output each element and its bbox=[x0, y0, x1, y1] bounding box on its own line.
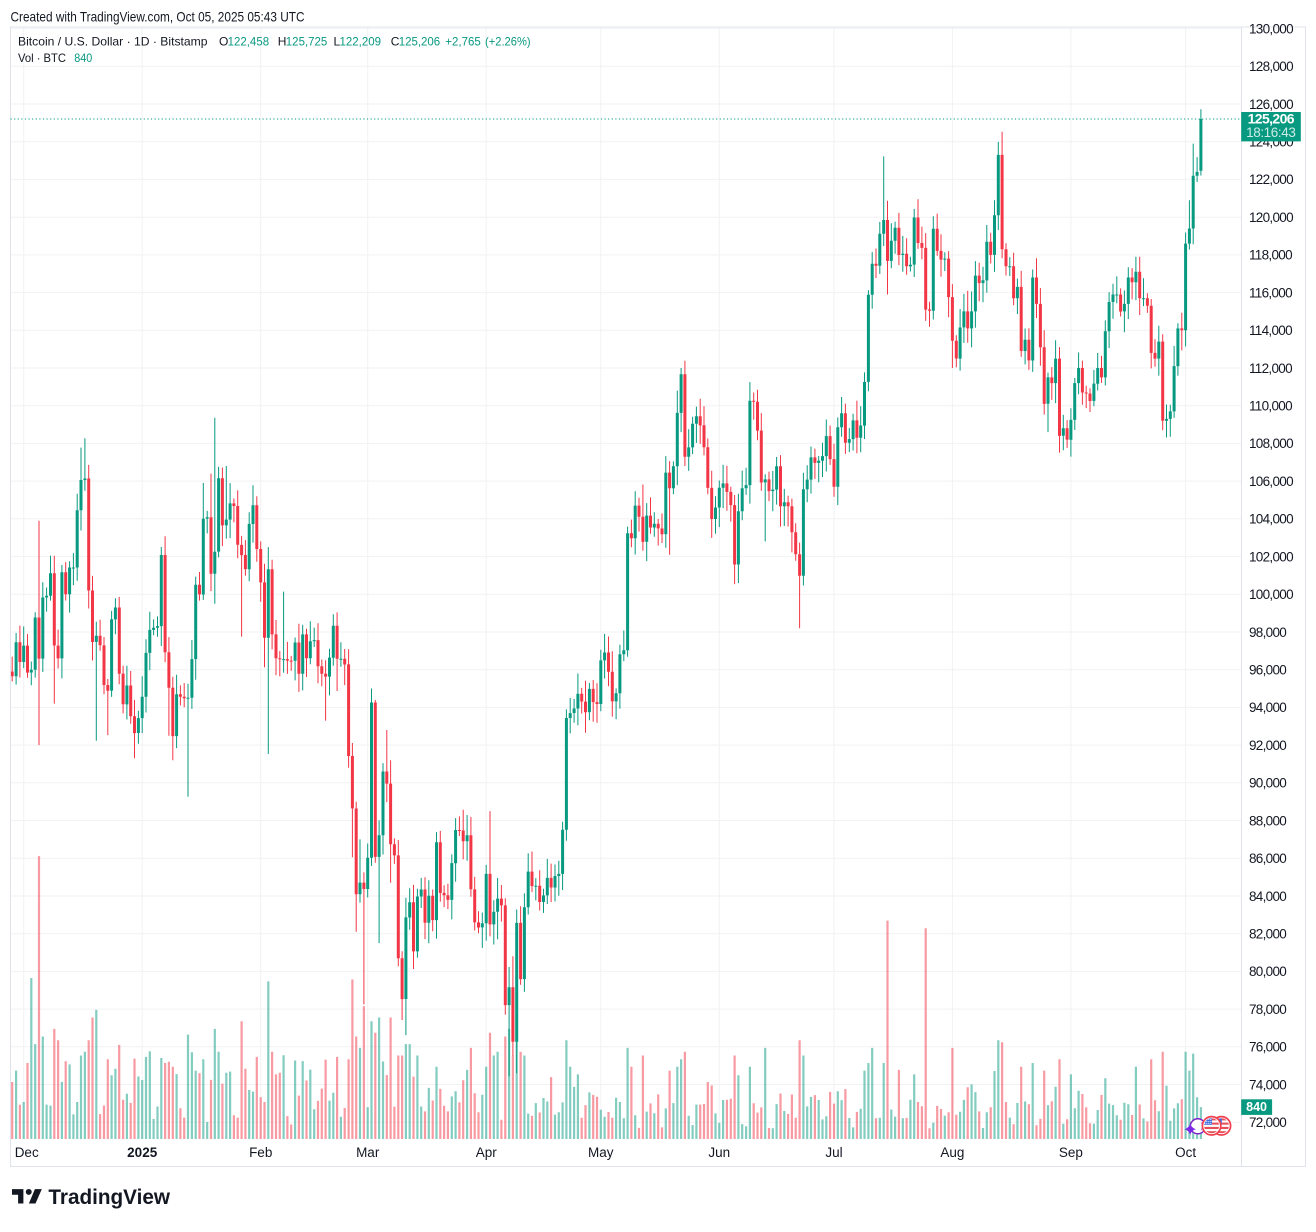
svg-text:84,000: 84,000 bbox=[1249, 889, 1286, 904]
svg-text:96,000: 96,000 bbox=[1249, 663, 1286, 678]
svg-text:Jul: Jul bbox=[825, 1145, 842, 1160]
svg-text:74,000: 74,000 bbox=[1249, 1077, 1286, 1092]
svg-text:108,000: 108,000 bbox=[1249, 436, 1293, 451]
svg-text:78,000: 78,000 bbox=[1249, 1002, 1286, 1017]
svg-text:Vol · BTC: Vol · BTC bbox=[18, 51, 66, 65]
svg-text:125,725: 125,725 bbox=[286, 34, 328, 48]
svg-text:80,000: 80,000 bbox=[1249, 964, 1286, 979]
svg-text:Jun: Jun bbox=[708, 1145, 730, 1160]
svg-text:Created with TradingView.com,: Created with TradingView.com, Oct 05, 20… bbox=[11, 8, 305, 24]
svg-text:122,000: 122,000 bbox=[1249, 172, 1293, 187]
svg-text:125,206: 125,206 bbox=[399, 34, 441, 48]
svg-text:100,000: 100,000 bbox=[1249, 587, 1293, 602]
svg-text:72,000: 72,000 bbox=[1249, 1115, 1286, 1130]
svg-text:122,209: 122,209 bbox=[340, 34, 382, 48]
svg-text:128,000: 128,000 bbox=[1249, 59, 1293, 74]
svg-text:88,000: 88,000 bbox=[1249, 813, 1286, 828]
svg-text:18:16:43: 18:16:43 bbox=[1246, 125, 1295, 140]
svg-text:114,000: 114,000 bbox=[1249, 323, 1292, 338]
svg-text:112,000: 112,000 bbox=[1249, 361, 1292, 376]
svg-text:110,000: 110,000 bbox=[1249, 399, 1292, 414]
svg-text:102,000: 102,000 bbox=[1249, 549, 1293, 564]
svg-text:120,000: 120,000 bbox=[1249, 210, 1293, 225]
svg-text:122,458: 122,458 bbox=[228, 34, 270, 48]
svg-text:76,000: 76,000 bbox=[1249, 1040, 1286, 1055]
svg-text:104,000: 104,000 bbox=[1249, 512, 1293, 527]
svg-text:Mar: Mar bbox=[356, 1145, 380, 1160]
svg-text:2025: 2025 bbox=[127, 1145, 158, 1160]
svg-text:Feb: Feb bbox=[249, 1145, 272, 1160]
svg-text:Apr: Apr bbox=[476, 1145, 498, 1160]
svg-text:C: C bbox=[391, 34, 400, 48]
svg-text:130,000: 130,000 bbox=[1249, 21, 1293, 36]
svg-text:O: O bbox=[219, 34, 228, 48]
svg-text:H: H bbox=[278, 34, 287, 48]
svg-text:Aug: Aug bbox=[940, 1145, 964, 1160]
svg-text:116,000: 116,000 bbox=[1249, 285, 1292, 300]
svg-text:Oct: Oct bbox=[1175, 1145, 1196, 1160]
svg-text:94,000: 94,000 bbox=[1249, 700, 1286, 715]
svg-text:Dec: Dec bbox=[15, 1145, 39, 1160]
svg-text:92,000: 92,000 bbox=[1249, 738, 1286, 753]
svg-text:86,000: 86,000 bbox=[1249, 851, 1286, 866]
svg-text:840: 840 bbox=[1246, 1100, 1267, 1114]
svg-text:106,000: 106,000 bbox=[1249, 474, 1293, 489]
svg-text:90,000: 90,000 bbox=[1249, 776, 1286, 791]
svg-text:98,000: 98,000 bbox=[1249, 625, 1286, 640]
svg-text:840: 840 bbox=[74, 51, 92, 65]
svg-text:+2,765: +2,765 bbox=[445, 34, 481, 48]
svg-text:82,000: 82,000 bbox=[1249, 927, 1286, 942]
svg-text:May: May bbox=[588, 1145, 614, 1160]
svg-text:Sep: Sep bbox=[1059, 1145, 1083, 1160]
svg-text:126,000: 126,000 bbox=[1249, 97, 1293, 112]
svg-text:TradingView: TradingView bbox=[48, 1185, 170, 1209]
svg-text:L: L bbox=[334, 34, 341, 48]
svg-text:125,206: 125,206 bbox=[1248, 111, 1295, 127]
svg-text:(+2.26%): (+2.26%) bbox=[485, 34, 531, 48]
svg-text:118,000: 118,000 bbox=[1249, 248, 1292, 263]
svg-text:Bitcoin / U.S. Dollar · 1D · B: Bitcoin / U.S. Dollar · 1D · Bitstamp bbox=[18, 34, 208, 48]
